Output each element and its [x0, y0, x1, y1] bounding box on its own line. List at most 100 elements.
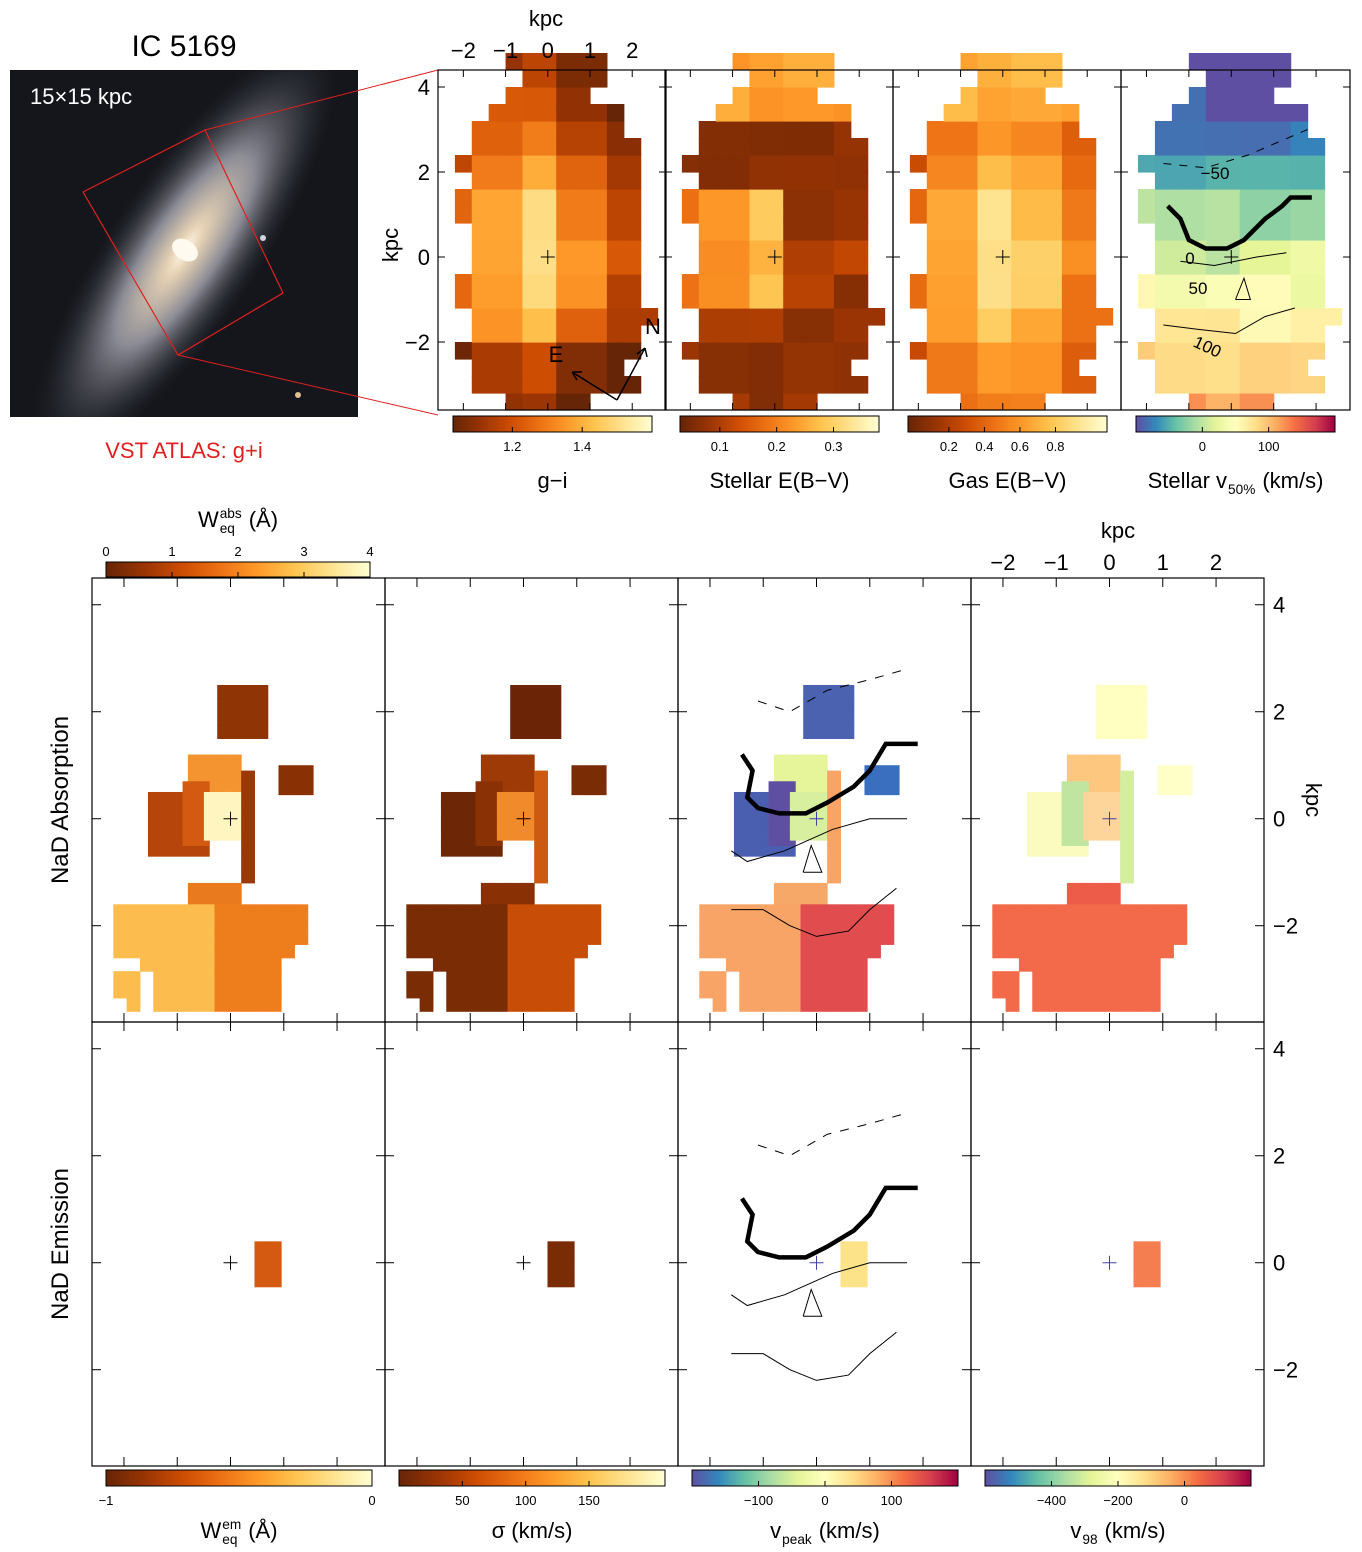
map-pixel — [510, 826, 525, 841]
map-pixel — [547, 1273, 562, 1288]
map-pixel — [182, 791, 197, 806]
map-pixel — [505, 189, 524, 207]
map-pixel — [783, 223, 801, 241]
map-pixel — [254, 904, 269, 919]
map-pixel — [739, 931, 754, 945]
y-axis-label: kpc — [378, 228, 403, 262]
map-pixel — [891, 767, 900, 782]
map-pixel — [459, 997, 474, 1012]
map-pixel — [1239, 138, 1258, 156]
map-pixel — [1085, 931, 1095, 945]
map-pixel — [179, 997, 194, 1012]
map-pixel — [992, 984, 1007, 999]
map-pixel — [747, 842, 762, 857]
map-pixel — [547, 957, 562, 972]
map-pixel — [829, 684, 844, 699]
map-pixel — [179, 957, 194, 972]
map-pixel — [1133, 1260, 1148, 1274]
map-pixel — [446, 904, 461, 919]
map-pixel — [241, 856, 255, 871]
map-pixel — [1273, 121, 1292, 139]
map-pixel — [1290, 376, 1309, 394]
map-pixel — [698, 325, 717, 343]
map-pixel — [254, 917, 269, 932]
map-pixel — [475, 781, 490, 793]
map-pixel — [267, 997, 282, 1012]
map-pixel — [573, 172, 591, 190]
map-pixel — [833, 291, 852, 309]
map — [992, 684, 1193, 1012]
contour — [730, 818, 908, 863]
map-pixel — [1061, 325, 1080, 343]
map-pixel — [715, 155, 734, 173]
map-pixel — [1120, 917, 1134, 932]
map-pixel — [829, 711, 844, 726]
map-pixel — [243, 684, 258, 699]
map-pixel — [1137, 342, 1156, 360]
map-pixel — [994, 121, 1012, 139]
map-pixel — [813, 882, 828, 895]
map-pixel — [1136, 725, 1148, 739]
map-pixel — [833, 257, 852, 275]
map-pixel — [1154, 325, 1173, 343]
map-pixel — [1005, 984, 1020, 999]
map-pixel — [606, 240, 625, 258]
map-pixel — [590, 206, 608, 224]
map-pixel — [1154, 376, 1173, 394]
map-pixel — [766, 342, 784, 360]
map-pixel — [1106, 754, 1121, 766]
map-pixel — [1273, 342, 1292, 360]
map-pixel — [853, 984, 868, 999]
map-pixel — [278, 765, 293, 769]
map-pixel — [1160, 904, 1174, 919]
map-pixel — [817, 53, 835, 71]
map-pixel — [534, 869, 548, 884]
map-pixel — [472, 931, 487, 945]
map-pixel — [1085, 971, 1095, 986]
map-pixel — [827, 917, 841, 932]
map-pixel — [454, 829, 469, 844]
map-pixel — [1146, 984, 1161, 999]
map-pixel — [926, 359, 945, 377]
map-pixel — [257, 725, 269, 739]
map-pixel — [1188, 376, 1207, 394]
map-pixel — [1239, 53, 1258, 71]
map-pixel — [1157, 767, 1172, 782]
map-pixel — [534, 829, 548, 844]
map-pixel — [1256, 172, 1275, 190]
map-pixel — [1045, 206, 1063, 224]
map-pixel — [556, 104, 574, 122]
map-pixel — [536, 698, 551, 713]
map-pixel — [1093, 754, 1108, 766]
map-pixel — [766, 308, 784, 326]
map-pixel — [1093, 882, 1108, 895]
map-pixel — [534, 984, 548, 999]
map-pixel — [1106, 984, 1121, 999]
map-pixel — [1045, 172, 1063, 190]
map-pixel — [1011, 206, 1029, 224]
map-pixel — [766, 393, 784, 411]
map-pixel — [715, 325, 734, 343]
map-pixel — [817, 138, 835, 156]
map-pixel — [926, 223, 945, 241]
colorbar-tick-label: −1 — [99, 1493, 114, 1508]
map-pixel — [179, 904, 194, 919]
map-pixel — [1011, 291, 1029, 309]
map-pixel — [1173, 904, 1188, 919]
map-pixel — [467, 842, 482, 857]
map-pixel — [827, 829, 841, 844]
map-pixel — [254, 997, 269, 1012]
map-pixel — [1188, 87, 1207, 105]
map-pixel — [1061, 257, 1080, 275]
map-pixel — [1188, 155, 1207, 173]
map-pixel — [992, 904, 1007, 919]
map-pixel — [960, 223, 979, 241]
map-pixel — [573, 155, 591, 173]
map-pixel — [556, 274, 574, 292]
map-pixel — [853, 944, 868, 959]
label-text: Stellar v — [1148, 468, 1227, 493]
map-pixel — [817, 308, 835, 326]
map-pixel — [977, 308, 995, 326]
map-pixel — [943, 223, 962, 241]
